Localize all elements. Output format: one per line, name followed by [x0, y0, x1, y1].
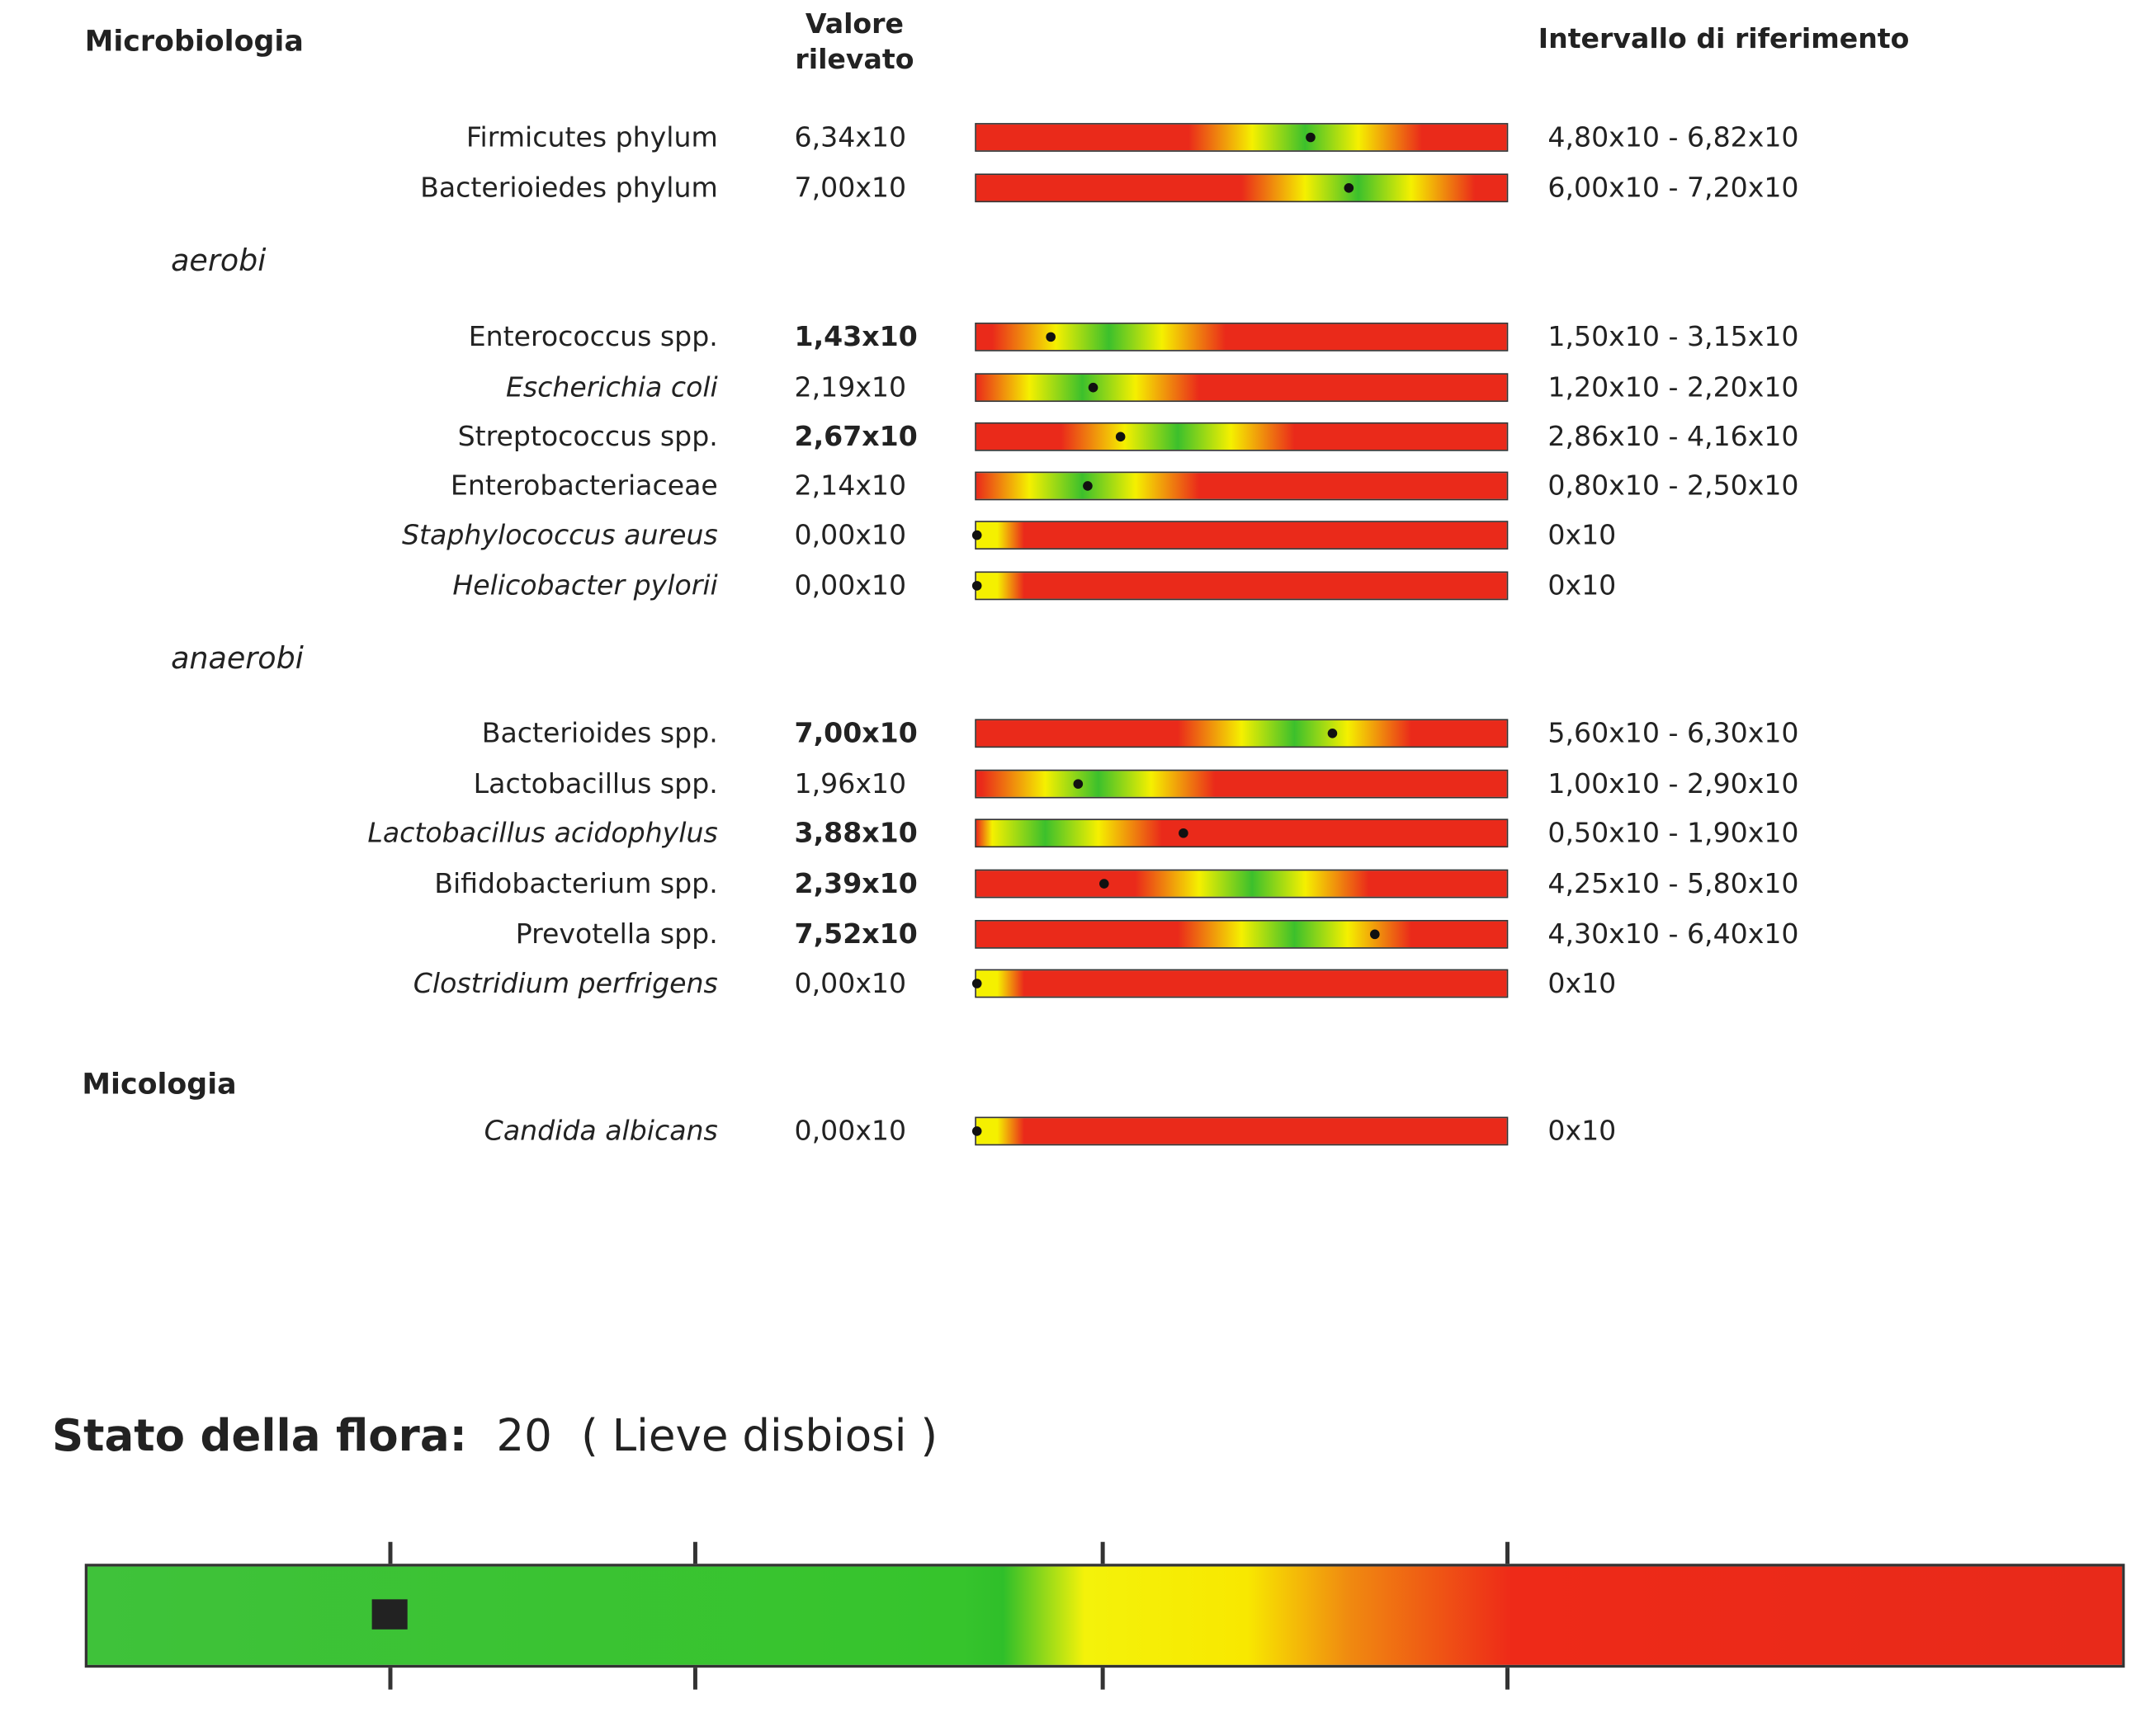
row-range: 4,30x10 - 6,40x10: [1547, 917, 1799, 951]
row-name: Lactobacillus acidophylus: [367, 816, 718, 849]
row-range: 1,20x10 - 2,20x10: [1547, 370, 1799, 403]
value-dot: [971, 581, 982, 591]
row-value: 2,67x10: [794, 419, 918, 453]
row-range: 2,86x10 - 4,16x10: [1547, 419, 1799, 453]
row-name: Firmicutes phylum: [465, 120, 718, 153]
range-bar: [975, 123, 1509, 152]
row-name: Enterococcus spp.: [468, 319, 718, 353]
row-name: Streptococcus spp.: [457, 419, 718, 453]
range-bar: [971, 969, 1509, 998]
row-range: 6,00x10 - 7,20x10: [1547, 171, 1799, 204]
value-dot: [1343, 182, 1354, 193]
range-bar: [971, 571, 1509, 601]
row-range: 0,50x10 - 1,90x10: [1547, 816, 1799, 849]
tick: [1100, 1541, 1105, 1564]
row-name: Prevotella spp.: [515, 917, 718, 951]
value-dot: [1099, 879, 1109, 889]
column-header: Valore rilevato: [795, 7, 914, 76]
value-dot: [1073, 779, 1083, 789]
row-value: 1,96x10: [794, 767, 907, 800]
row-range: 0,80x10 - 2,50x10: [1547, 469, 1799, 502]
range-bar: [975, 719, 1509, 748]
section-label: Micologia: [82, 1067, 237, 1101]
row-name: Lactobacillus spp.: [473, 767, 718, 800]
range-bar: [975, 818, 1509, 848]
flora-bar: [84, 1564, 2125, 1668]
row-name: Bacterioides spp.: [481, 716, 718, 749]
range-bar: [975, 373, 1509, 403]
flora-status: ( Lieve disbiosi ): [581, 1409, 938, 1462]
row-name: Clostridium perfrigens: [413, 966, 718, 1000]
row-value: 7,00x10: [794, 716, 918, 749]
row-value: 2,19x10: [794, 370, 907, 403]
row-value: 0,00x10: [794, 1114, 907, 1147]
section-label: anaerobi: [171, 642, 304, 677]
range-bar: [975, 322, 1509, 351]
row-value: 6,34x10: [794, 120, 907, 153]
row-value: 0,00x10: [794, 517, 907, 551]
flora-label: Stato della flora:: [51, 1409, 467, 1462]
tick: [388, 1668, 393, 1690]
tick: [388, 1541, 393, 1564]
value-dot: [1306, 132, 1316, 143]
range-bar: [971, 1116, 1509, 1146]
tick: [1505, 1668, 1510, 1690]
tick: [1100, 1668, 1105, 1690]
row-value: 2,14x10: [794, 469, 907, 502]
flora-score: 20: [496, 1409, 552, 1462]
flora-marker: [371, 1599, 408, 1630]
row-name: Enterobacteriaceae: [450, 469, 718, 502]
value-dot: [1370, 929, 1380, 940]
tick: [692, 1541, 697, 1564]
range-bar: [975, 471, 1509, 501]
row-name: Bifidobacterium spp.: [434, 866, 718, 900]
row-range: 4,80x10 - 6,82x10: [1547, 120, 1799, 153]
row-value: 0,00x10: [794, 966, 907, 1000]
value-dot: [1179, 828, 1189, 838]
column-header: Intervallo di riferimento: [1538, 21, 1910, 55]
row-value: 2,39x10: [794, 866, 918, 900]
value-dot: [971, 530, 982, 540]
value-dot: [971, 1126, 982, 1136]
row-range: 5,60x10 - 6,30x10: [1547, 716, 1799, 749]
row-name: Helicobacter pylorii: [452, 568, 718, 601]
tick: [1505, 1541, 1510, 1564]
value-dot: [1083, 481, 1094, 491]
row-range: 0x10: [1547, 568, 1617, 601]
section-title: Microbiologia: [84, 24, 304, 58]
value-dot: [1115, 432, 1126, 442]
range-bar: [975, 422, 1509, 451]
range-bar: [975, 869, 1509, 899]
range-bar: [975, 919, 1509, 949]
row-range: 1,50x10 - 3,15x10: [1547, 319, 1799, 353]
value-dot: [971, 979, 982, 988]
value-dot: [1046, 332, 1056, 342]
range-bar: [971, 521, 1509, 550]
row-range: 0x10: [1547, 966, 1617, 1000]
row-value: 7,00x10: [794, 171, 907, 204]
row-range: 0x10: [1547, 1114, 1617, 1147]
row-name: Bacterioiedes phylum: [420, 171, 718, 204]
row-name: Escherichia coli: [505, 370, 718, 403]
row-range: 4,25x10 - 5,80x10: [1547, 866, 1799, 900]
range-bar: [975, 173, 1509, 203]
value-dot: [1089, 382, 1098, 393]
row-value: 3,88x10: [794, 816, 918, 849]
row-range: 0x10: [1547, 517, 1617, 551]
row-name: Staphylococcus aureus: [402, 517, 718, 551]
value-dot: [1327, 729, 1338, 738]
tick: [692, 1668, 697, 1690]
range-bar: [975, 769, 1509, 799]
row-range: 1,00x10 - 2,90x10: [1547, 767, 1799, 800]
row-value: 1,43x10: [794, 319, 918, 353]
row-value: 0,00x10: [794, 568, 907, 601]
row-value: 7,52x10: [794, 917, 918, 951]
row-name: Candida albicans: [484, 1114, 718, 1147]
section-label: aerobi: [171, 244, 267, 279]
